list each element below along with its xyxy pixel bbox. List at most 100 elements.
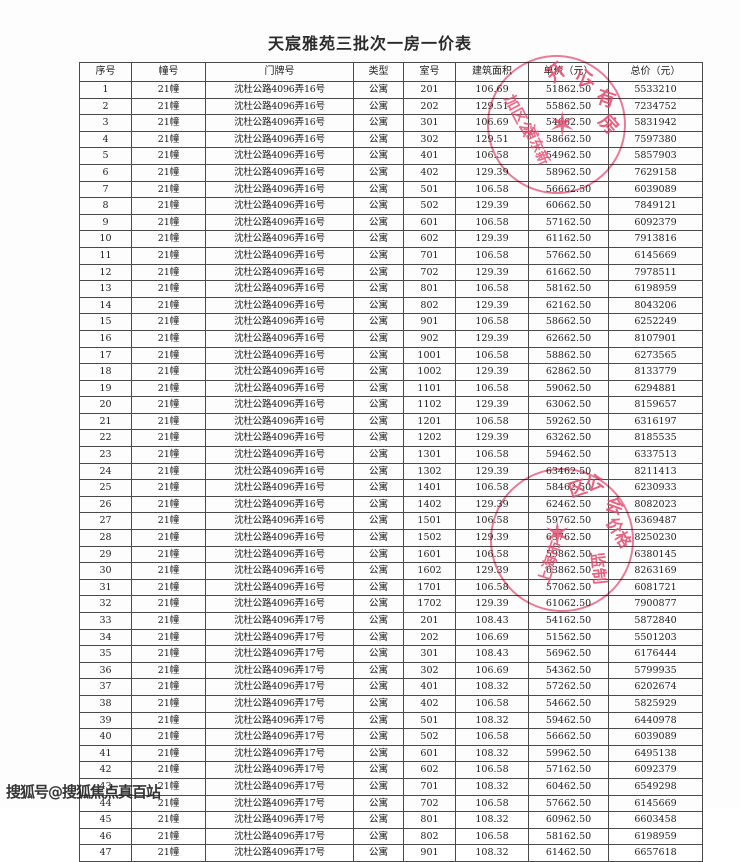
cell-idx: 26 (79, 495, 132, 514)
cell-unit: 63462.50 (528, 462, 609, 481)
cell-room: 301 (403, 645, 456, 663)
cell-idx: 30 (79, 562, 132, 580)
cell-area: 106.58 (455, 578, 529, 597)
cell-idx: 3 (79, 114, 132, 132)
cell-addr: 沈杜公路4096弄16号 (205, 595, 354, 613)
table-row: 46 21幢 沈杜公路4096弄17号 公寓 802 106.58 58162.50 6198… (79, 827, 703, 846)
cell-bld: 21幢 (131, 529, 206, 547)
cell-total: 8250230 (608, 529, 703, 547)
cell-area: 106.58 (455, 412, 529, 431)
cell-room: 202 (403, 628, 456, 647)
cell-bld: 21幢 (131, 678, 206, 696)
cell-addr: 沈杜公路4096弄16号 (205, 163, 354, 182)
cell-unit: 51862.50 (528, 81, 609, 99)
cell-area: 129.39 (455, 296, 529, 315)
cell-total: 6092379 (608, 761, 703, 779)
cell-total: 8159657 (608, 396, 703, 414)
cell-bld: 21幢 (131, 661, 206, 680)
cell-room: 1301 (403, 446, 456, 464)
cell-room: 201 (403, 612, 456, 630)
table-row: 19 21幢 沈杜公路4096弄16号 公寓 1101 106.58 59062.50 629… (79, 379, 703, 398)
cell-unit: 57662.50 (528, 246, 609, 265)
cell-total: 5799935 (608, 661, 703, 680)
cell-unit: 62162.50 (528, 296, 609, 315)
cell-addr: 沈杜公路4096弄17号 (205, 612, 354, 630)
cell-type: 公寓 (353, 346, 404, 365)
cell-addr: 沈杜公路4096弄16号 (205, 97, 354, 116)
cell-room: 1402 (403, 495, 456, 514)
cell-bld: 21幢 (131, 562, 206, 580)
cell-total: 6176444 (608, 645, 703, 663)
cell-addr: 沈杜公路4096弄17号 (205, 761, 354, 779)
cell-total: 6549298 (608, 777, 703, 796)
cell-bld: 21幢 (131, 379, 206, 398)
cell-addr: 沈杜公路4096弄16号 (205, 562, 354, 580)
cell-area: 106.58 (455, 379, 529, 398)
cell-bld: 21幢 (131, 412, 206, 431)
cell-room: 902 (403, 329, 456, 348)
cell-area: 129.39 (455, 429, 529, 448)
table-row: 38 21幢 沈杜公路4096弄17号 公寓 402 106.58 54662.50 5825… (79, 694, 703, 713)
cell-total: 6202674 (608, 678, 703, 696)
cell-type: 公寓 (353, 147, 404, 165)
cell-addr: 沈杜公路4096弄16号 (205, 280, 354, 298)
table-row: 33 21幢 沈杜公路4096弄17号 公寓 201 108.43 54162.50 5872… (79, 612, 703, 630)
cell-idx: 20 (79, 396, 132, 414)
cell-type: 公寓 (353, 661, 404, 680)
cell-type: 公寓 (353, 777, 404, 796)
cell-total: 6337513 (608, 446, 703, 464)
cell-unit: 59062.50 (528, 379, 609, 398)
cell-type: 公寓 (353, 728, 404, 746)
cell-type: 公寓 (353, 396, 404, 414)
cell-type: 公寓 (353, 462, 404, 481)
cell-type: 公寓 (353, 429, 404, 448)
cell-bld: 21幢 (131, 628, 206, 647)
cell-total: 6252249 (608, 313, 703, 331)
cell-type: 公寓 (353, 512, 404, 531)
cell-idx: 2 (79, 97, 132, 116)
cell-unit: 54962.50 (528, 147, 609, 165)
cell-addr: 沈杜公路4096弄16号 (205, 197, 354, 215)
cell-addr: 沈杜公路4096弄16号 (205, 246, 354, 265)
cell-bld: 21幢 (131, 645, 206, 663)
cell-type: 公寓 (353, 379, 404, 398)
cell-total: 6369487 (608, 512, 703, 531)
cell-total: 6657618 (608, 844, 703, 862)
cell-idx: 28 (79, 529, 132, 547)
cell-type: 公寓 (353, 595, 404, 613)
cell-addr: 沈杜公路4096弄16号 (205, 180, 354, 199)
cell-addr: 沈杜公路4096弄16号 (205, 313, 354, 331)
cell-idx: 27 (79, 512, 132, 531)
cell-type: 公寓 (353, 296, 404, 315)
cell-unit: 55862.50 (528, 97, 609, 116)
table-row: 25 21幢 沈杜公路4096弄16号 公寓 1401 106.58 58462.50 623… (79, 479, 703, 497)
cell-room: 302 (403, 130, 456, 149)
cell-total: 8211413 (608, 462, 703, 481)
cell-idx: 9 (79, 213, 132, 232)
cell-room: 1602 (403, 562, 456, 580)
cell-addr: 沈杜公路4096弄16号 (205, 363, 354, 381)
table-row: 7 21幢 沈杜公路4096弄16号 公寓 501 106.58 56662.50 60390… (79, 180, 703, 199)
cell-area: 108.32 (455, 744, 529, 763)
cell-idx: 40 (79, 728, 132, 746)
cell-bld: 21幢 (131, 429, 206, 448)
cell-room: 1502 (403, 529, 456, 547)
cell-bld: 21幢 (131, 280, 206, 298)
cell-total: 5533210 (608, 81, 703, 99)
cell-type: 公寓 (353, 230, 404, 248)
cell-room: 1101 (403, 379, 456, 398)
cell-addr: 沈杜公路4096弄17号 (205, 777, 354, 796)
cell-area: 129.39 (455, 230, 529, 248)
table-row: 40 21幢 沈杜公路4096弄17号 公寓 502 106.58 56662.50 6039… (79, 728, 703, 746)
cell-bld: 21幢 (131, 263, 206, 282)
table-row: 14 21幢 沈杜公路4096弄16号 公寓 802 129.39 62162.50 8043… (79, 296, 703, 315)
cell-idx: 17 (79, 346, 132, 365)
cell-room: 501 (403, 180, 456, 199)
cell-room: 1601 (403, 545, 456, 564)
cell-type: 公寓 (353, 81, 404, 99)
cell-total: 7234752 (608, 97, 703, 116)
cell-room: 1401 (403, 479, 456, 497)
cell-bld: 21幢 (131, 147, 206, 165)
cell-area: 129.39 (455, 396, 529, 414)
table-row: 42 21幢 沈杜公路4096弄17号 公寓 602 106.58 57162.50 6092… (79, 761, 703, 779)
